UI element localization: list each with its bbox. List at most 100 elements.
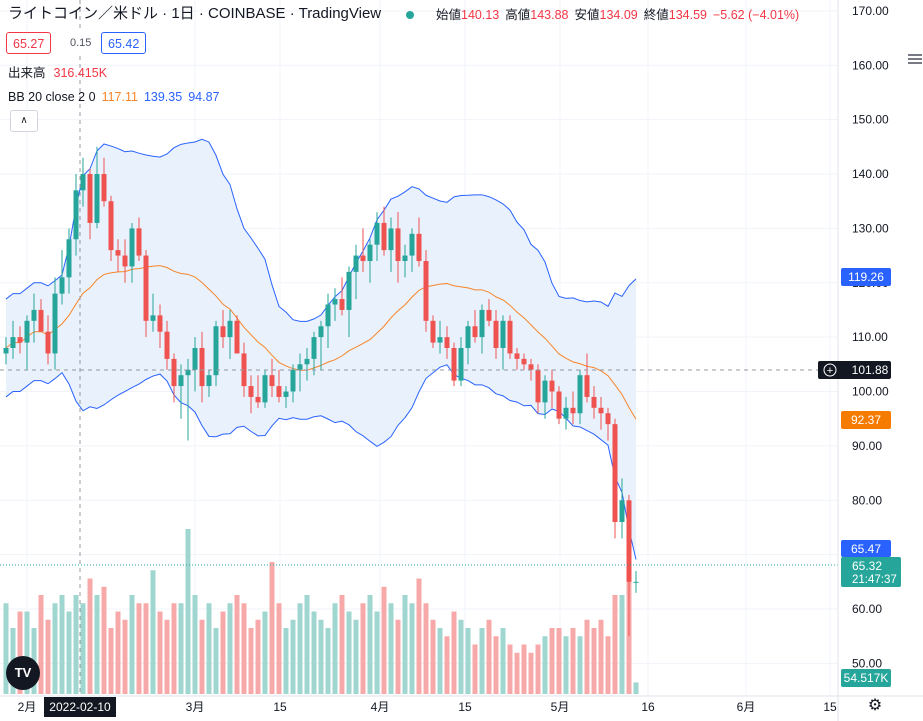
volume-bar [395,619,401,694]
ohlc-label: 安値 [574,8,600,22]
volume-bar [73,595,79,694]
price-axis-label: 170.00 [852,4,889,18]
ohlc-value: 143.88 [530,8,569,22]
volume-bar [52,603,58,694]
volume-bar [451,611,457,694]
candle-body [220,326,226,338]
volume-bar [521,644,527,694]
menu-icon[interactable] [908,52,922,64]
candle-body [423,261,429,321]
volume-bar [444,636,450,694]
volume-bar [507,644,513,694]
candle-body [486,309,492,321]
candle-body [325,304,331,327]
volume-bar [220,611,226,694]
volume-legend[interactable]: 出来高 316.415K [8,64,107,82]
bar-countdown-label: 21:47:37 [852,574,897,586]
bb-upper-price-label: 119.26 [848,270,884,284]
candle-body [59,277,65,294]
volume-bar [346,611,352,694]
candle-body [570,407,576,414]
volume-bar [528,652,534,694]
volume-price-label: 54.517K [844,671,889,685]
volume-bar [458,619,464,694]
tradingview-logo[interactable]: TV [6,656,40,690]
time-axis-label: 4月 [371,700,390,714]
candle-body [213,326,219,376]
ohlc-value: 134.09 [599,8,638,22]
candle-body [122,255,128,267]
time-axis-label: 16 [641,700,655,714]
volume-bar [556,628,562,694]
volume-bar [129,595,135,694]
volume-bar [213,628,219,694]
volume-bar [486,619,492,694]
symbol-title: ライトコイン／米ドル · 1日 · COINBASE · TradingView [8,5,382,22]
volume-bar [94,595,100,694]
candle-body [500,320,506,348]
volume-bar [255,619,261,694]
candle-body [108,201,114,251]
candle-body [171,358,177,387]
chevron-up-icon[interactable]: ∧ [10,110,38,132]
volume-label: 出来高 [8,66,46,80]
candle-body [3,348,9,354]
time-axis-label: 6月 [737,700,756,714]
volume-bar [101,586,107,694]
candle-body [507,320,513,354]
volume-bar [325,628,331,694]
candle-body [388,228,394,251]
price-axis-label: 160.00 [852,58,889,72]
bb-label: BB 20 close 2 0 [8,90,96,104]
volume-bar [248,628,254,694]
sell-price-button[interactable]: 65.27 [6,32,52,54]
volume-bar [297,603,303,694]
volume-bar [136,603,142,694]
candle-body [367,244,373,261]
buy-price-button[interactable]: 65.42 [101,32,147,54]
volume-bar [584,619,590,694]
volume-bar [598,619,604,694]
volume-bar [171,603,177,694]
volume-bar [38,595,44,694]
volume-bar [619,595,625,694]
candle-body [584,375,590,397]
candle-body [472,326,478,338]
volume-bar [339,595,345,694]
candle-body [115,250,121,256]
candle-body [395,228,401,261]
volume-value: 316.415K [53,66,108,80]
candle-body [150,315,156,321]
bollinger-legend[interactable]: BB 20 close 2 0 117.11 139.35 94.87 [8,88,219,106]
bb-basis-value: 117.11 [101,90,138,104]
volume-price-label-box [841,669,891,687]
candle-body [66,239,72,278]
volume-bar [570,628,576,694]
price-axis-label: 90.00 [852,439,882,453]
candle-body [136,228,142,256]
volume-bar [164,619,170,694]
candle-body [304,358,310,365]
price-axis-label: 80.00 [852,493,882,507]
candle-body [24,320,30,343]
volume-bar [178,603,184,694]
candle-body [255,396,261,403]
bb-upper-value: 139.35 [143,90,183,104]
time-axis-label: 15 [273,700,287,714]
volume-bar [381,586,387,694]
candle-body [227,320,233,338]
time-axis-label: 5月 [551,700,570,714]
candle-body [17,337,23,343]
volume-bar [633,682,639,694]
volume-bar [430,619,436,694]
candle-body [626,500,632,582]
gear-icon[interactable]: ⚙ [867,697,883,714]
candle-body [451,348,457,381]
volume-bar [3,603,9,694]
volume-bar [290,619,296,694]
price-axis-label: 150.00 [852,113,889,127]
volume-bar [465,628,471,694]
candle-body [577,375,583,414]
volume-bar [24,611,30,694]
